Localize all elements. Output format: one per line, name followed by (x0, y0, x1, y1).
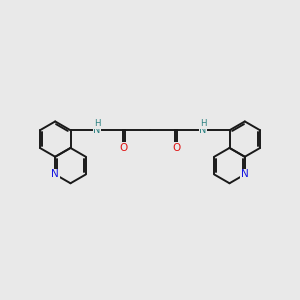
Text: O: O (172, 143, 181, 153)
Text: H: H (94, 119, 100, 128)
Text: H: H (200, 119, 206, 128)
Text: N: N (93, 125, 101, 135)
Text: N: N (199, 125, 207, 135)
Text: N: N (51, 169, 59, 179)
Text: N: N (241, 169, 249, 179)
Text: O: O (119, 143, 128, 153)
